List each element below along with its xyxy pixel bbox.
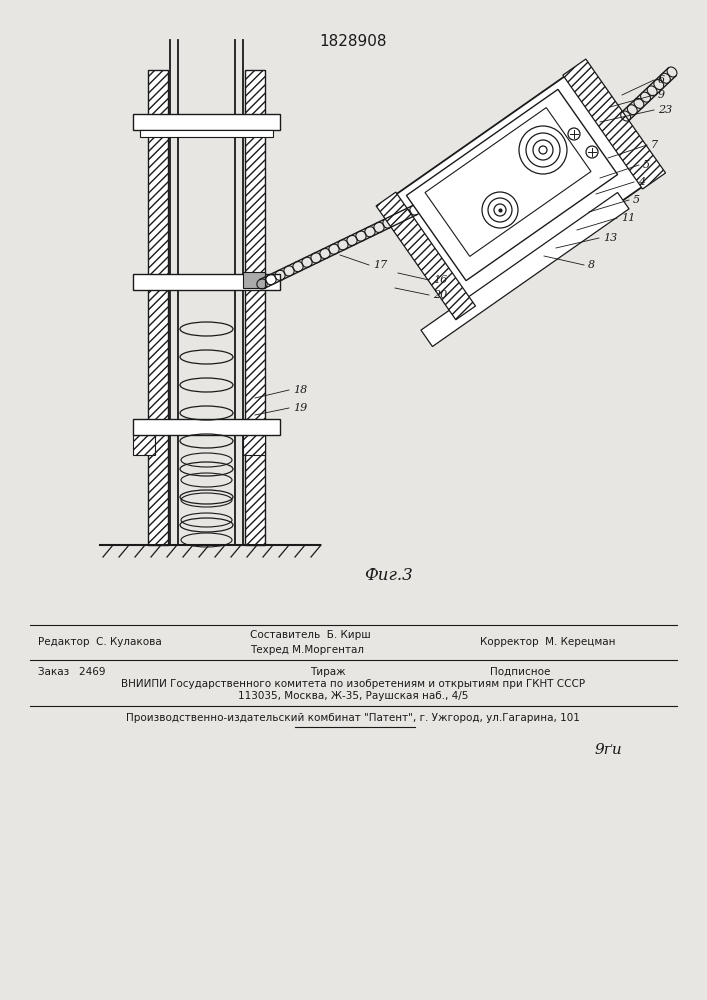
Polygon shape: [421, 192, 629, 347]
Text: 7: 7: [651, 140, 658, 150]
Text: 23: 23: [658, 105, 672, 115]
Polygon shape: [387, 69, 653, 311]
Text: 9: 9: [658, 90, 665, 100]
Text: 20: 20: [433, 290, 448, 300]
Polygon shape: [425, 108, 591, 256]
Text: Редактор  С. Кулакова: Редактор С. Кулакова: [38, 637, 162, 647]
Bar: [133, 274, 280, 290]
Bar: [140, 130, 273, 137]
Text: Подписное: Подписное: [490, 667, 550, 677]
Text: Фиг.3: Фиг.3: [363, 566, 412, 584]
Text: 13: 13: [603, 233, 617, 243]
Bar: [133, 114, 280, 130]
Text: Составитель  Б. Кирш: Составитель Б. Кирш: [250, 630, 370, 640]
Bar: [133, 435, 155, 455]
Text: Тираж: Тираж: [310, 667, 346, 677]
Bar: [243, 435, 265, 455]
Text: 1828908: 1828908: [320, 34, 387, 49]
Text: 17: 17: [373, 260, 387, 270]
Bar: [245, 70, 265, 545]
Text: 18: 18: [293, 385, 308, 395]
Text: 8: 8: [588, 260, 595, 270]
Text: Корректор  М. Керецман: Корректор М. Керецман: [480, 637, 616, 647]
Text: ВНИИПИ Государственного комитета по изобретениям и открытиям при ГКНТ СССР: ВНИИПИ Государственного комитета по изоб…: [121, 679, 585, 689]
Polygon shape: [376, 192, 476, 320]
Text: 6: 6: [658, 75, 665, 85]
Text: 4: 4: [638, 177, 645, 187]
Text: 16: 16: [433, 275, 448, 285]
Text: 5: 5: [643, 160, 650, 170]
Text: 113035, Москва, Ж-35, Раушская наб., 4/5: 113035, Москва, Ж-35, Раушская наб., 4/5: [238, 691, 468, 701]
Bar: [133, 419, 280, 435]
Text: Производственно-издательский комбинат "Патент", г. Ужгород, ул.Гагарина, 101: Производственно-издательский комбинат "П…: [126, 713, 580, 723]
Polygon shape: [563, 59, 665, 189]
Polygon shape: [407, 89, 618, 281]
Text: Техред М.Моргентал: Техред М.Моргентал: [250, 645, 364, 655]
Text: 5: 5: [633, 195, 640, 205]
Text: Заказ   2469: Заказ 2469: [38, 667, 105, 677]
Text: 19: 19: [293, 403, 308, 413]
Bar: [148, 70, 168, 545]
Circle shape: [586, 146, 598, 158]
Bar: [243, 272, 265, 288]
Circle shape: [568, 128, 580, 140]
Text: 11: 11: [621, 213, 636, 223]
Text: 9ґи: 9ґи: [595, 743, 623, 757]
